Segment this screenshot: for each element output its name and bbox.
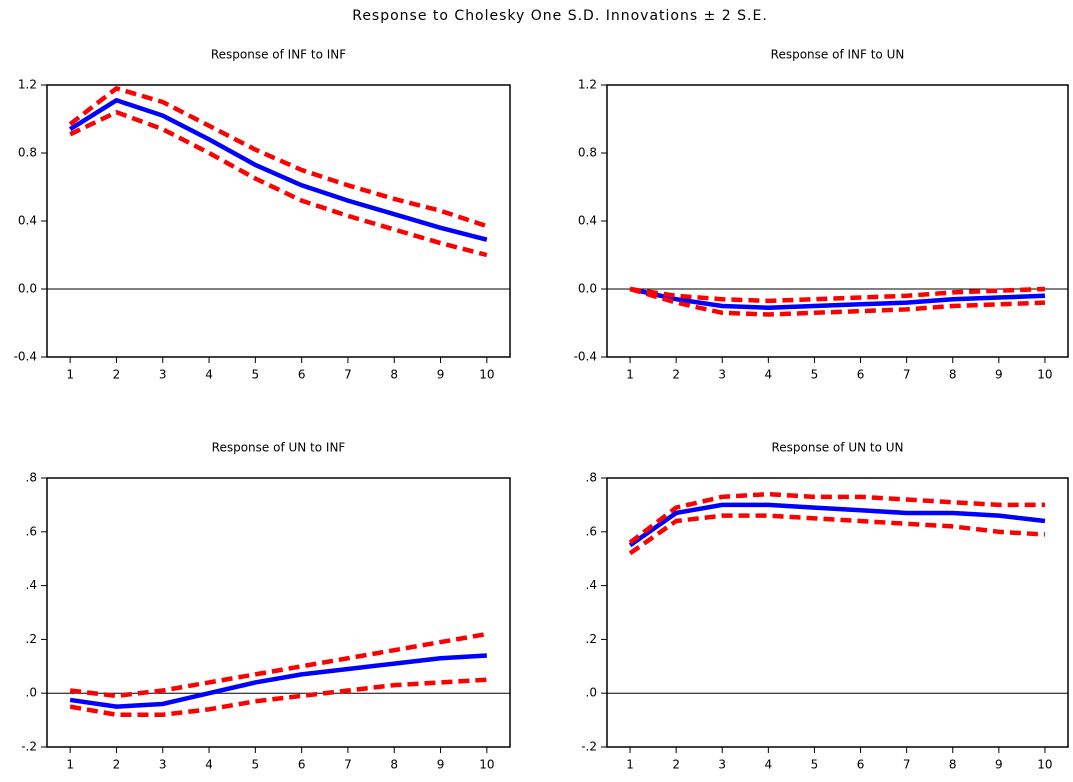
response-line — [629, 286, 1046, 310]
confidence-band — [68, 86, 488, 229]
subplot-title: Response of UN to UN — [771, 441, 903, 455]
x-tick-label: 1 — [66, 368, 74, 382]
confidence-band — [69, 677, 487, 717]
y-tick-label: .0 — [586, 686, 597, 700]
x-tick-label: 5 — [252, 368, 260, 382]
plot-frame — [606, 477, 1069, 748]
y-tick-label: -0.4 — [574, 350, 597, 364]
x-tick-label: 10 — [479, 758, 494, 772]
x-tick-label: 6 — [857, 758, 865, 772]
subplot-title: Response of UN to INF — [212, 441, 346, 455]
y-tick-label: 0.4 — [578, 214, 597, 228]
x-tick-label: 9 — [437, 758, 445, 772]
confidence-band — [629, 286, 1046, 304]
y-tick-label: 1.2 — [578, 78, 597, 92]
response-line — [69, 653, 487, 709]
x-tick-label: 7 — [344, 758, 352, 772]
x-tick-label: 10 — [1037, 758, 1052, 772]
y-tick-label: .0 — [26, 686, 37, 700]
main-title: Response to Cholesky One S.D. Innovation… — [352, 8, 768, 24]
x-tick-label: 10 — [479, 368, 494, 382]
x-tick-label: 9 — [995, 368, 1003, 382]
x-tick-label: 2 — [672, 758, 680, 772]
x-tick-label: 6 — [298, 758, 306, 772]
x-tick-label: 6 — [857, 368, 865, 382]
y-tick-label: 1.2 — [18, 78, 37, 92]
x-tick-label: 2 — [672, 368, 680, 382]
x-tick-label: 9 — [995, 758, 1003, 772]
x-tick-label: 5 — [811, 368, 819, 382]
x-tick-label: 3 — [159, 368, 167, 382]
confidence-band — [69, 631, 488, 699]
y-tick-label: .8 — [26, 471, 37, 485]
response-line — [628, 502, 1046, 548]
x-tick-label: 8 — [390, 758, 398, 772]
y-tick-label: .4 — [586, 578, 597, 592]
confidence-band — [628, 491, 1045, 545]
x-tick-label: 4 — [765, 758, 773, 772]
subplot-title: Response of INF to UN — [771, 48, 905, 62]
x-tick-label: 6 — [298, 368, 306, 382]
response-line — [68, 98, 488, 242]
x-tick-label: 9 — [437, 368, 445, 382]
y-tick-label: -.2 — [581, 740, 597, 754]
y-tick-label: 0.0 — [578, 282, 597, 296]
x-tick-label: 8 — [949, 758, 957, 772]
x-tick-label: 5 — [252, 758, 260, 772]
x-tick-label: 4 — [205, 368, 213, 382]
x-tick-label: 5 — [811, 758, 819, 772]
x-tick-label: 2 — [113, 368, 121, 382]
x-tick-label: 2 — [113, 758, 121, 772]
plot-frame — [46, 84, 511, 358]
x-tick-label: 8 — [390, 368, 398, 382]
plot-frame — [46, 477, 511, 748]
x-tick-label: 1 — [66, 758, 74, 772]
x-tick-label: 3 — [718, 368, 726, 382]
confidence-band — [629, 286, 1046, 317]
x-tick-label: 8 — [949, 368, 957, 382]
y-tick-label: .2 — [26, 632, 37, 646]
x-tick-label: 1 — [626, 368, 634, 382]
x-tick-label: 7 — [903, 758, 911, 772]
x-tick-label: 3 — [718, 758, 726, 772]
y-tick-label: 0.8 — [18, 146, 37, 160]
x-tick-label: 4 — [765, 368, 773, 382]
y-tick-label: 0.8 — [578, 146, 597, 160]
y-tick-label: .6 — [26, 524, 37, 538]
y-tick-label: -0.4 — [14, 350, 37, 364]
x-tick-label: 10 — [1037, 368, 1052, 382]
y-tick-label: .2 — [586, 632, 597, 646]
y-tick-label: .8 — [586, 471, 597, 485]
confidence-band — [69, 109, 488, 258]
y-tick-label: .6 — [586, 524, 597, 538]
x-tick-label: 7 — [903, 368, 911, 382]
y-tick-label: 0.0 — [18, 282, 37, 296]
y-tick-label: -.2 — [21, 740, 37, 754]
y-tick-label: 0.4 — [18, 214, 37, 228]
y-tick-label: .4 — [26, 578, 37, 592]
x-tick-label: 7 — [344, 368, 352, 382]
subplot-title: Response of INF to INF — [211, 48, 346, 62]
plot-frame — [606, 84, 1069, 358]
x-tick-label: 4 — [205, 758, 213, 772]
confidence-band — [628, 513, 1046, 556]
x-tick-label: 3 — [159, 758, 167, 772]
x-tick-label: 1 — [626, 758, 634, 772]
